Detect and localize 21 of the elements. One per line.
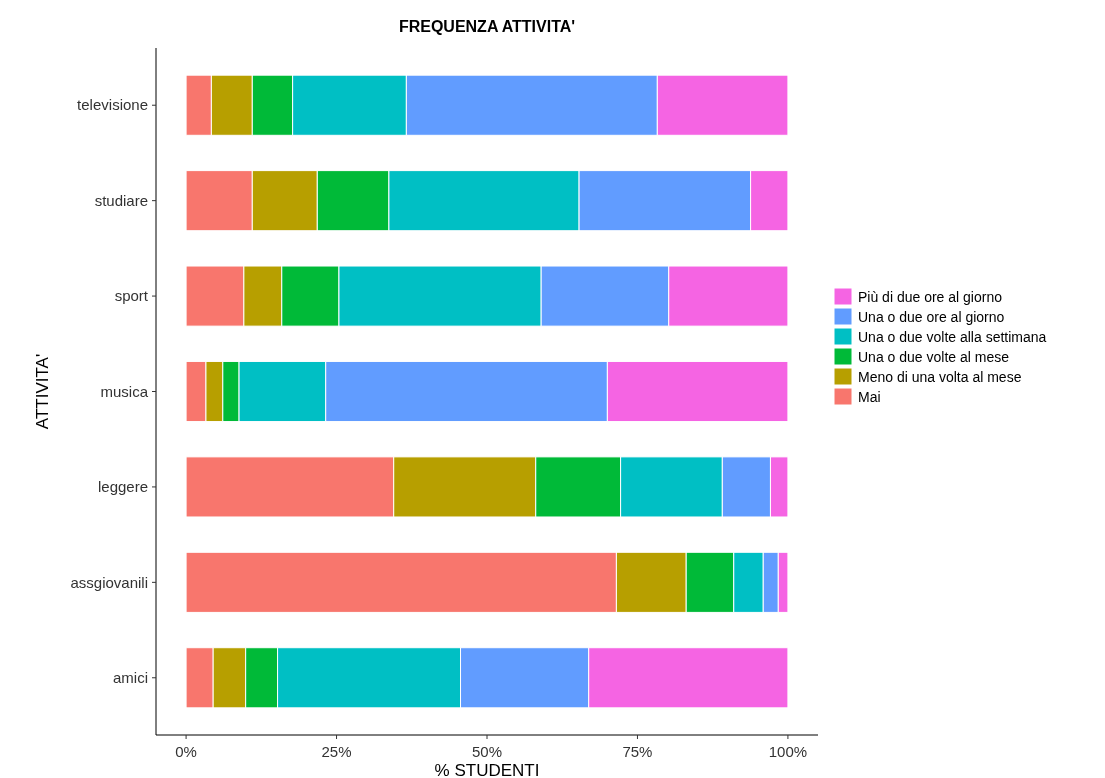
y-axis-title: ATTIVITA' <box>33 353 52 430</box>
legend-label: Una o due volte alla settimana <box>858 328 1047 345</box>
x-tick-label: 50% <box>471 743 503 760</box>
y-tick-label: leggere <box>97 478 148 496</box>
x-tick-label: 0% <box>175 743 197 760</box>
x-tick-label: 25% <box>321 743 352 760</box>
y-tick-label: studiare <box>94 191 148 209</box>
legend-label: Una o due ore al giorno <box>858 308 1005 325</box>
y-tick-label: assgiovanili <box>70 573 148 591</box>
legend-label: Mai <box>858 388 881 405</box>
y-tick-label: musica <box>100 382 149 400</box>
legend-label: Meno di una volta al mese <box>858 368 1022 385</box>
y-tick-label: televisione <box>77 96 148 114</box>
y-tick-label: amici <box>112 669 148 687</box>
x-tick-label: 75% <box>622 743 653 760</box>
x-axis-title: % STUDENTI <box>434 761 540 778</box>
legend-label: Più di due ore al giorno <box>858 288 1003 305</box>
legend-label: Una o due volte al mese <box>858 348 1010 365</box>
y-tick-label: sport <box>114 287 149 305</box>
chart-title: FREQUENZA ATTIVITA' <box>398 18 576 35</box>
x-tick-label: 100% <box>768 743 808 760</box>
